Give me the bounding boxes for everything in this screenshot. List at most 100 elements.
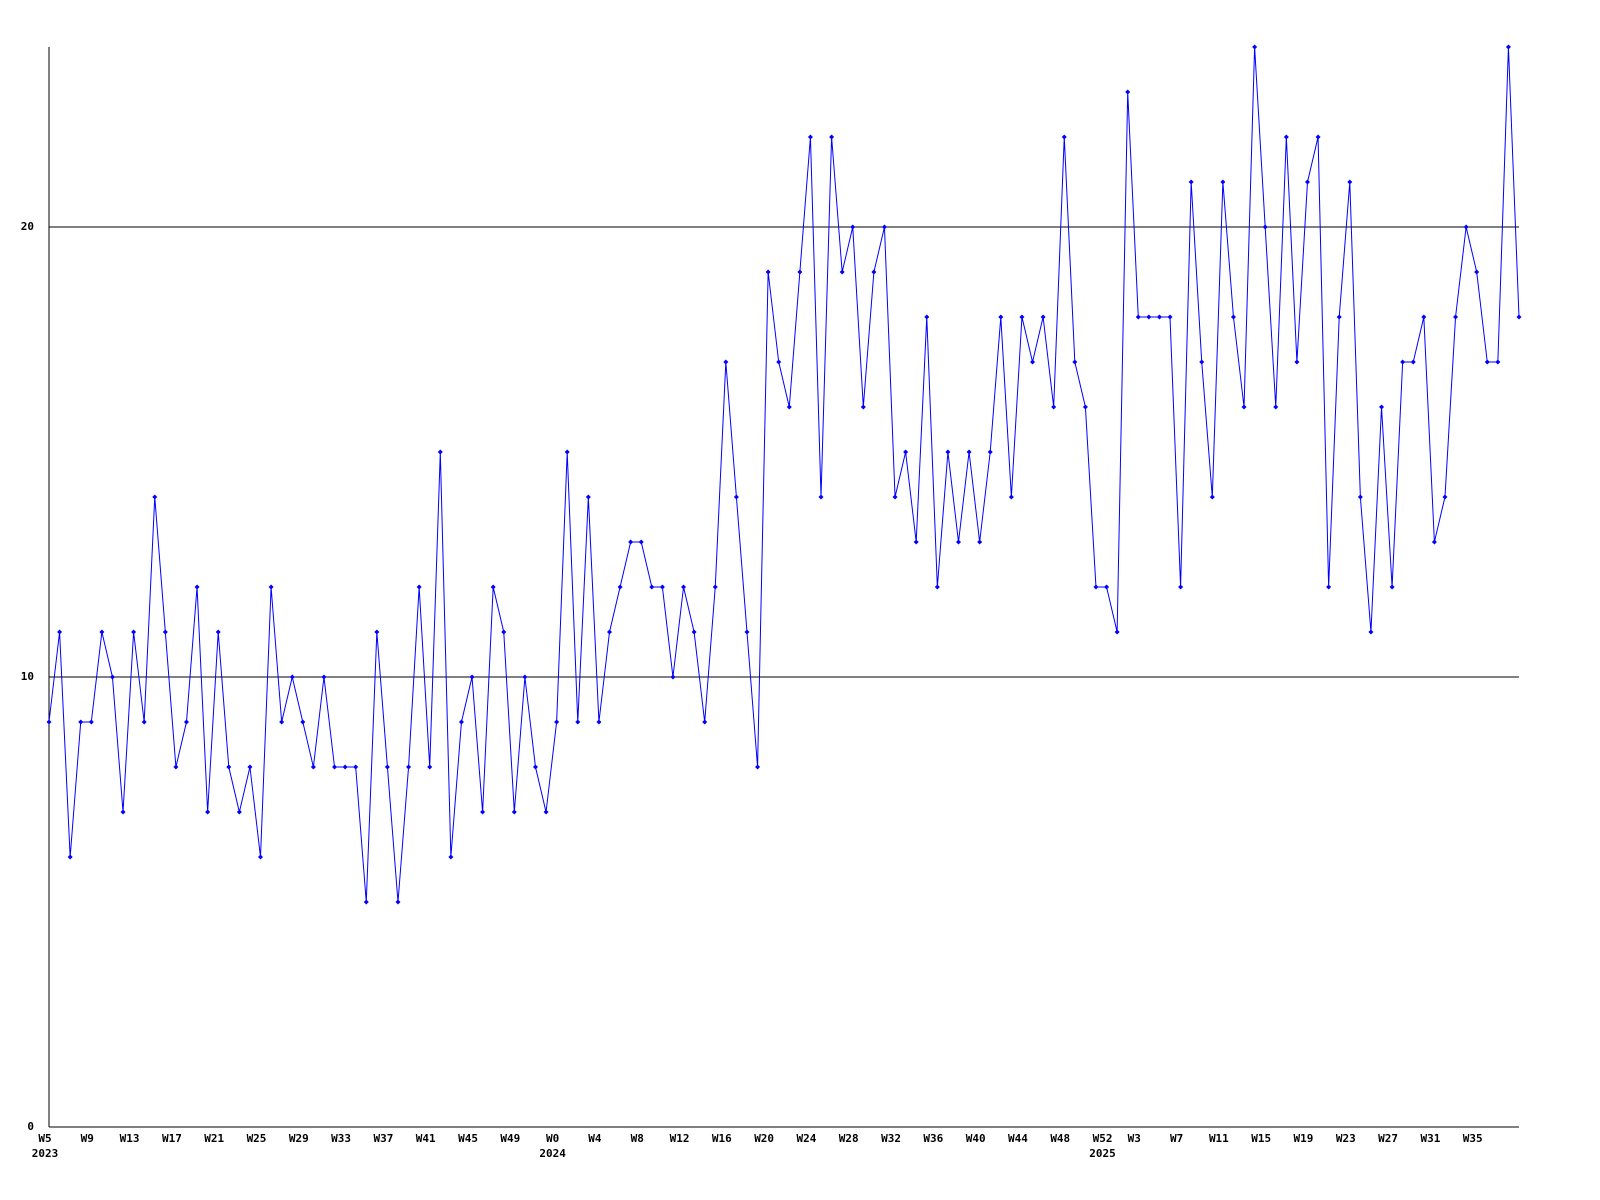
x-tick-label: W4 <box>588 1132 602 1145</box>
point <box>1030 359 1036 365</box>
point <box>1188 179 1194 185</box>
point <box>1252 44 1258 50</box>
point <box>659 584 665 590</box>
point <box>247 764 253 770</box>
point <box>1442 494 1448 500</box>
point <box>1357 494 1363 500</box>
point <box>183 719 189 725</box>
point <box>860 404 866 410</box>
point <box>564 449 570 455</box>
point <box>733 494 739 500</box>
point <box>353 764 359 770</box>
point <box>892 494 898 500</box>
point <box>448 854 454 860</box>
point <box>300 719 306 725</box>
x-tick-label: W3 <box>1128 1132 1141 1145</box>
x-tick-label: W16 <box>712 1132 732 1145</box>
point <box>88 719 94 725</box>
x-tick-label: W45 <box>458 1132 478 1145</box>
x-year-label: 2025 <box>1089 1147 1116 1160</box>
x-tick-label: W28 <box>839 1132 859 1145</box>
point <box>807 134 813 140</box>
y-tick-label: 20 <box>21 220 34 233</box>
x-tick-label: W25 <box>247 1132 267 1145</box>
point <box>839 269 845 275</box>
point <box>99 629 105 635</box>
point <box>1008 494 1014 500</box>
point <box>1379 404 1385 410</box>
x-tick-label: W36 <box>923 1132 943 1145</box>
point <box>955 539 961 545</box>
point <box>1484 359 1490 365</box>
point <box>987 449 993 455</box>
point <box>109 674 115 680</box>
y-tick-label: 0 <box>27 1120 34 1133</box>
point <box>416 584 422 590</box>
x-tick-label: W8 <box>631 1132 644 1145</box>
point <box>1294 359 1300 365</box>
point <box>1093 584 1099 590</box>
x-tick-label: W5 <box>38 1132 51 1145</box>
point <box>236 809 242 815</box>
point <box>289 674 295 680</box>
point <box>120 809 126 815</box>
point <box>977 539 983 545</box>
x-tick-label: W31 <box>1420 1132 1440 1145</box>
point <box>1051 404 1057 410</box>
point <box>723 359 729 365</box>
point <box>67 854 73 860</box>
point <box>691 629 697 635</box>
point <box>279 719 285 725</box>
point <box>511 809 517 815</box>
point <box>1431 539 1437 545</box>
point <box>881 224 887 230</box>
point <box>1453 314 1459 320</box>
point <box>1304 179 1310 185</box>
point <box>1336 314 1342 320</box>
point <box>490 584 496 590</box>
point <box>681 584 687 590</box>
x-tick-label: W35 <box>1463 1132 1483 1145</box>
point <box>1199 359 1205 365</box>
point <box>1273 404 1279 410</box>
point <box>1156 314 1162 320</box>
point <box>903 449 909 455</box>
point <box>1104 584 1110 590</box>
x-tick-label: W27 <box>1378 1132 1398 1145</box>
x-tick-label: W7 <box>1170 1132 1183 1145</box>
x-tick-label: W17 <box>162 1132 182 1145</box>
x-tick-label: W20 <box>754 1132 774 1145</box>
point <box>1040 314 1046 320</box>
point <box>829 134 835 140</box>
point <box>818 494 824 500</box>
point <box>152 494 158 500</box>
x-tick-label: W15 <box>1251 1132 1271 1145</box>
point <box>1230 314 1236 320</box>
x-tick-label: W41 <box>416 1132 436 1145</box>
point <box>998 314 1004 320</box>
point <box>469 674 475 680</box>
point <box>554 719 560 725</box>
point <box>607 629 613 635</box>
x-tick-label: W0 <box>546 1132 559 1145</box>
point <box>384 764 390 770</box>
point <box>226 764 232 770</box>
point <box>913 539 919 545</box>
point <box>1220 179 1226 185</box>
x-tick-label: W32 <box>881 1132 901 1145</box>
point <box>46 719 52 725</box>
x-tick-label: W33 <box>331 1132 351 1145</box>
x-tick-label: W49 <box>500 1132 520 1145</box>
x-tick-label: W11 <box>1209 1132 1229 1145</box>
point <box>649 584 655 590</box>
point <box>1347 179 1353 185</box>
x-tick-label: W12 <box>670 1132 690 1145</box>
point <box>1474 269 1480 275</box>
point <box>871 269 877 275</box>
y-tick-label: 10 <box>21 670 34 683</box>
point <box>543 809 549 815</box>
point <box>755 764 761 770</box>
point <box>1146 314 1152 320</box>
point <box>1262 224 1268 230</box>
point <box>406 764 412 770</box>
